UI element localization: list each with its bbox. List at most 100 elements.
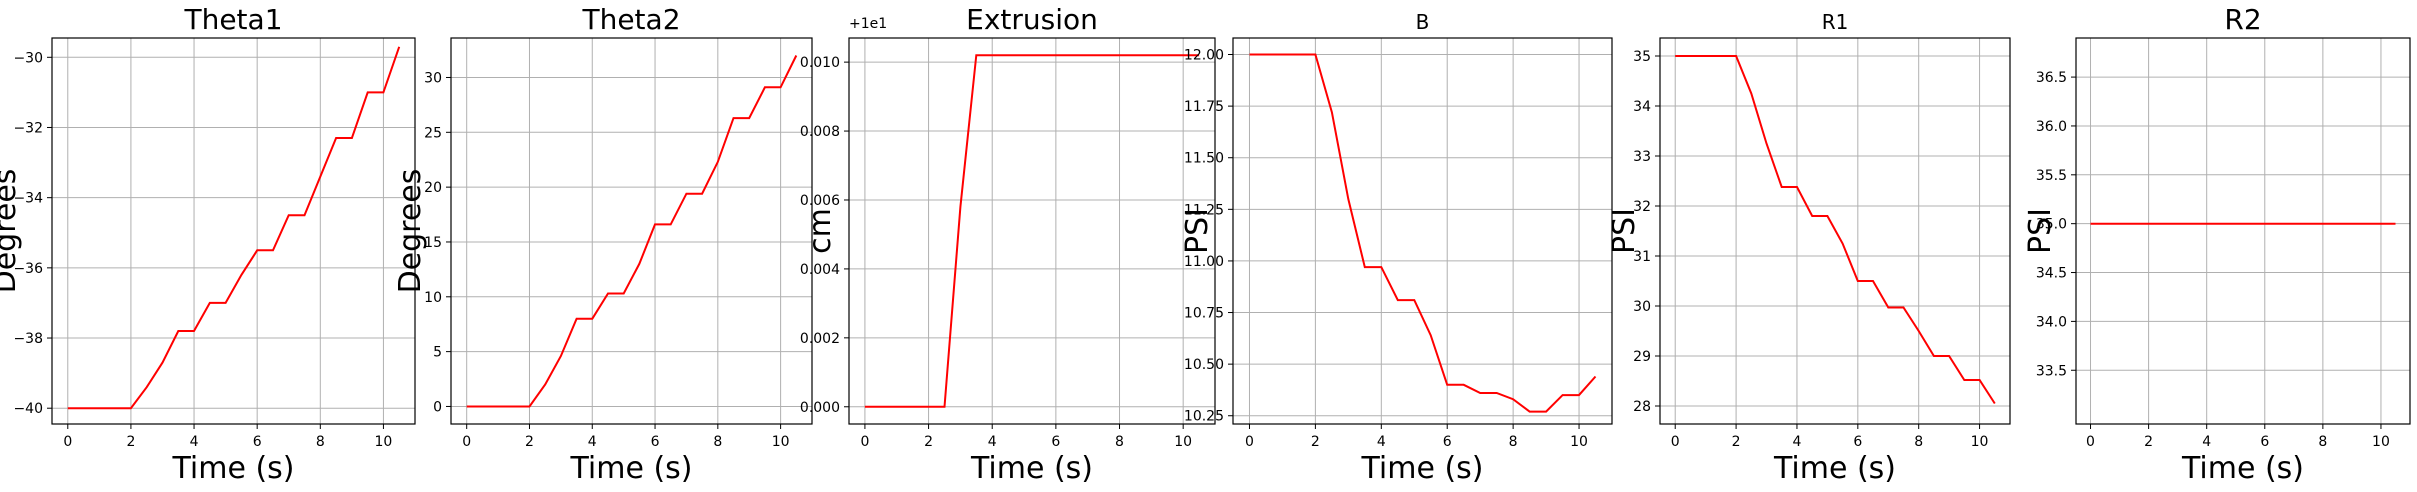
x-tick-label: 10 [1174,434,1192,450]
y-tick-label: 30 [1633,299,1651,315]
y-tick-label: −40 [13,401,43,417]
y-tick-label: 20 [424,180,442,196]
y-tick-label: 34.5 [2036,266,2067,282]
x-axis-label: Time (s) [172,451,295,486]
x-tick-label: 6 [253,434,262,450]
x-tick-label: 10 [1570,434,1588,450]
x-tick-label: 10 [2372,434,2390,450]
subplot-theta1: 0 2 4 6 8 10 −40 −38 −36 −34 −32 −30 Theta1 Time (s) D… [0,3,416,486]
x-tick-label: 2 [525,434,534,450]
x-axis-label: Time (s) [970,451,1093,486]
x-tick-label: 2 [1311,434,1320,450]
subplot-r2: 0 2 4 6 8 10 33.5 34.0 34.5 35.0 35.5 36.0 36.5 R2 Tim… [2023,3,2411,486]
y-tick-label: 0.010 [800,55,840,71]
y-tick-label: 31 [1633,249,1651,265]
y-tick-label: 32 [1633,199,1651,215]
y-tick-label: 33.5 [2036,363,2067,379]
x-tick-label: 2 [2144,434,2153,450]
x-axis-label: Time (s) [570,451,693,486]
x-tick-label: 4 [1377,434,1386,450]
axes-frame [848,37,1216,425]
x-axis-label: Time (s) [1361,451,1484,486]
series-line [1675,55,1996,405]
x-tick-label: 0 [63,434,72,450]
x-tick-label: 0 [1671,434,1680,450]
x-tick-label: 8 [1509,434,1518,450]
y-tick-label: 0.008 [800,124,840,140]
x-tick-label: 6 [1051,434,1060,450]
series-line [864,54,1200,408]
chart-title: R1 [1822,10,1849,34]
subplot-b: 0 2 4 6 8 10 10.25 10.50 10.75 11.00 11.25 11.50 11.… [1180,10,1613,486]
y-tick-label: 0.006 [800,193,840,209]
chart-title: R2 [2224,3,2261,36]
y-axis-label: PSI [2023,208,2058,254]
y-tick-label: 10.25 [1184,409,1224,425]
y-tick-label: −34 [13,191,43,207]
x-tick-label: 8 [1115,434,1124,450]
y-axis-label: Degrees [393,169,428,294]
subplot-r1: 0 2 4 6 8 10 28 29 30 31 32 33 34 35 R1 Time (s) PSI [1607,10,2011,486]
x-tick-label: 0 [860,434,869,450]
y-axis-label: Degrees [0,169,23,294]
y-tick-label: 11.50 [1184,151,1224,167]
x-tick-label: 2 [126,434,135,450]
subplot-theta2: 0 2 4 6 8 10 0 5 10 15 20 25 30 Theta2 Time (s) Degrees [393,3,813,486]
x-tick-label: 0 [462,434,471,450]
chart-title: Theta1 [183,3,282,36]
y-axis-label: PSI [1180,208,1215,254]
y-tick-label: 0.000 [800,400,840,416]
y-tick-label: 10.50 [1184,357,1224,373]
y-tick-label: 28 [1633,399,1651,415]
x-tick-label: 8 [1914,434,1923,450]
y-tick-label: 11.25 [1184,202,1224,218]
series-line [67,46,401,410]
y-tick-label: 11.75 [1184,99,1224,115]
x-tick-label: 2 [1732,434,1741,450]
x-tick-label: 4 [988,434,997,450]
y-tick-label: 35.0 [2036,217,2067,233]
subplot-extrusion: 0 2 4 6 8 10 0.000 0.002 0.004 0.006 0.008 0.010 Ext… [800,3,1216,486]
y-axis-label: cm [803,208,838,254]
x-tick-label: 0 [1245,434,1254,450]
y-tick-label: 35.5 [2036,168,2067,184]
axes-frame [1659,37,2011,425]
y-tick-label: 10 [424,290,442,306]
x-tick-label: 8 [713,434,722,450]
y-tick-label: 15 [424,235,442,251]
axes-frame [450,37,813,425]
x-tick-label: 6 [651,434,660,450]
y-tick-label: −38 [13,331,43,347]
y-tick-label: 25 [424,125,442,141]
x-tick-label: 10 [772,434,790,450]
axes-frame [1232,37,1613,425]
x-tick-label: 4 [2202,434,2211,450]
y-tick-label: 34.0 [2036,314,2067,330]
y-tick-label: 0.004 [800,262,840,278]
y-tick-label: 0 [433,399,442,415]
y-tick-label: −30 [13,50,43,66]
y-tick-label: 5 [433,345,442,361]
chart-title: Extrusion [966,3,1098,36]
y-tick-label: 10.75 [1184,306,1224,322]
y-tick-label: 35 [1633,49,1651,65]
y-tick-label: 36.5 [2036,70,2067,86]
y-tick-label: 34 [1633,99,1651,115]
y-offset-label: +1e1 [849,16,887,32]
y-tick-label: 29 [1633,349,1651,365]
x-tick-label: 10 [1971,434,1989,450]
x-tick-label: 6 [1853,434,1862,450]
y-tick-label: 36.0 [2036,119,2067,135]
y-tick-label: −32 [13,120,43,136]
chart-title: Theta2 [581,3,680,36]
x-tick-label: 6 [2260,434,2269,450]
series-line [466,55,798,408]
chart-title: B [1416,10,1430,34]
y-tick-label: −36 [13,261,43,277]
y-tick-label: 11.00 [1184,254,1224,270]
x-tick-label: 8 [2318,434,2327,450]
x-tick-label: 2 [924,434,933,450]
x-tick-label: 4 [1792,434,1801,450]
axes-frame [51,37,416,425]
